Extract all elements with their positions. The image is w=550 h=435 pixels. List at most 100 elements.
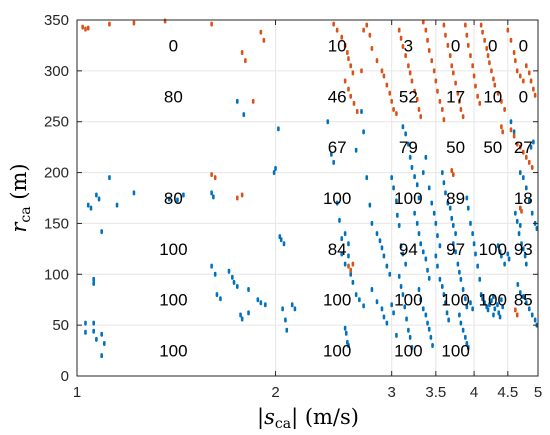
data-point [488,302,491,308]
data-point [424,312,428,318]
data-point [338,217,341,223]
data-point [492,312,495,318]
data-point [456,90,460,96]
data-point [351,279,355,285]
data-point [365,175,369,181]
data-point [518,73,522,79]
data-point [451,172,455,178]
data-point [421,170,425,176]
data-point [451,70,455,76]
data-point [506,251,510,257]
data-point [472,73,476,79]
data-point [478,276,482,282]
data-point [514,210,517,216]
data-point [469,220,472,226]
data-point [335,200,339,206]
data-point [244,58,247,64]
data-point [92,320,95,326]
data-point [530,164,534,170]
cell-label: 84 [328,240,347,259]
data-point [465,195,469,201]
data-point [419,297,423,303]
data-point [466,205,470,211]
data-point [282,241,286,247]
data-point [429,334,433,340]
data-point [529,78,533,84]
data-point [392,185,395,191]
cell-label: 67 [328,138,347,157]
data-point [380,68,384,74]
data-point [432,68,436,74]
cell-label: 50 [483,138,502,157]
data-point [472,241,476,247]
y-tick-label: 300 [44,63,69,80]
data-point [479,22,483,28]
data-point [346,50,349,56]
data-point [507,256,511,262]
data-point [506,27,510,33]
data-point [92,328,95,334]
data-point [527,70,531,76]
x-tick-label: 3.5 [425,384,446,401]
data-point [419,241,423,247]
data-point [251,98,255,104]
data-point [388,90,392,96]
data-point [450,168,454,174]
data-point [525,154,528,160]
data-point [523,253,527,259]
cell-label: 79 [399,138,418,157]
data-point [403,304,407,310]
data-point [368,32,372,38]
data-point [486,53,490,59]
data-point [92,280,95,286]
data-point [501,304,504,310]
data-point [441,107,444,113]
data-point [399,35,403,41]
data-point [469,53,472,59]
data-point [385,263,389,269]
data-point [395,198,398,204]
data-point [380,306,384,312]
data-point [515,312,519,318]
data-point [293,306,297,312]
data-point [284,317,287,323]
data-point [285,327,289,333]
data-point [240,316,244,322]
data-point [518,144,522,150]
data-point [465,340,469,346]
data-point [527,198,531,204]
data-point [259,300,263,306]
data-point [396,212,399,218]
y-tick-label: 150 [44,215,69,232]
data-point [232,279,236,285]
y-tick-label: 0 [61,368,69,385]
data-point [362,303,365,309]
data-point [415,96,419,102]
data-point [441,170,444,176]
data-point [448,53,452,59]
data-point [481,29,484,35]
data-point [392,310,395,316]
data-point [407,141,410,147]
data-point [417,287,421,293]
data-point [343,325,347,331]
x-axis-label: |sca| (m/s) [257,405,359,432]
data-point [362,129,365,135]
data-point [492,76,495,82]
data-point [235,98,239,104]
data-point [212,194,215,200]
data-point [466,345,470,351]
data-point [454,80,457,86]
data-point [417,231,421,237]
x-tick-label: 5 [534,384,542,401]
data-point [86,202,90,208]
data-point [290,302,294,308]
data-point [247,310,250,316]
data-point [401,292,405,298]
data-point [344,330,348,336]
data-point [458,312,461,318]
data-point [343,231,347,237]
data-point [272,170,276,176]
data-point [497,310,501,316]
data-point [132,20,136,26]
